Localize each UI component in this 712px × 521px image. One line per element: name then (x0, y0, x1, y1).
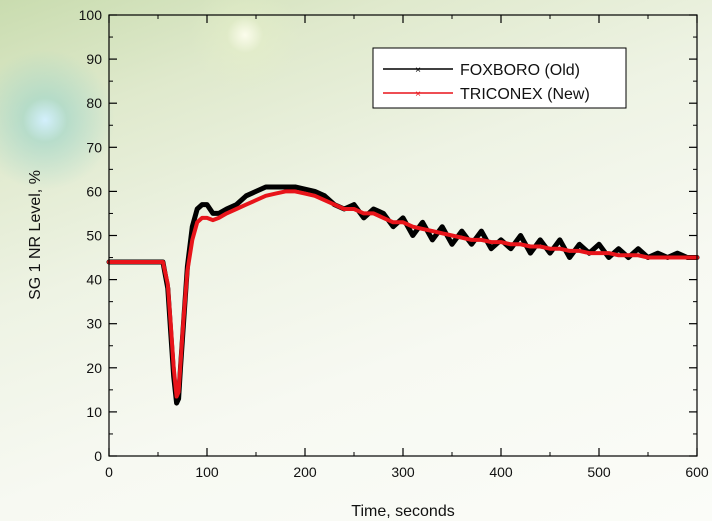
x-tick-label: 300 (391, 464, 415, 480)
y-tick-label: 10 (86, 404, 102, 420)
x-tick-label: 0 (105, 464, 113, 480)
y-tick-label: 80 (86, 95, 102, 111)
y-tick-label: 20 (86, 360, 102, 376)
y-tick-label: 50 (86, 228, 102, 244)
x-tick-label: 500 (587, 464, 611, 480)
x-tick-label: 100 (195, 464, 219, 480)
legend-label-0: FOXBORO (Old) (460, 62, 580, 79)
y-tick-label: 100 (79, 7, 103, 23)
y-tick-label: 70 (86, 139, 102, 155)
series-line-0 (106, 184, 700, 406)
y-tick-label: 90 (86, 51, 102, 67)
series-line-1 (107, 189, 699, 399)
labels-layer: 0 100 200 300 400 500 600 0 10 20 30 40 50 60 70 80 90 10… (79, 7, 709, 480)
x-axis-title: Time, seconds (351, 503, 454, 520)
y-axis-title: SG 1 NR Level, % (27, 170, 44, 300)
series-layer (106, 184, 700, 406)
y-tick-label: 40 (86, 272, 102, 288)
plot-frame (108, 14, 698, 457)
legend-marker-1: × (415, 89, 421, 100)
x-tick-label: 400 (489, 464, 513, 480)
x-tick-label: 200 (293, 464, 317, 480)
legend: × FOXBORO (Old) × TRICONEX (New) (372, 47, 627, 109)
x-tick-label: 600 (685, 464, 709, 480)
y-tick-label: 60 (86, 183, 102, 199)
y-tick-label: 30 (86, 316, 102, 332)
legend-marker-0: × (415, 65, 421, 76)
y-tick-label: 0 (94, 448, 102, 464)
legend-box (372, 47, 627, 109)
legend-label-1: TRICONEX (New) (460, 86, 590, 103)
